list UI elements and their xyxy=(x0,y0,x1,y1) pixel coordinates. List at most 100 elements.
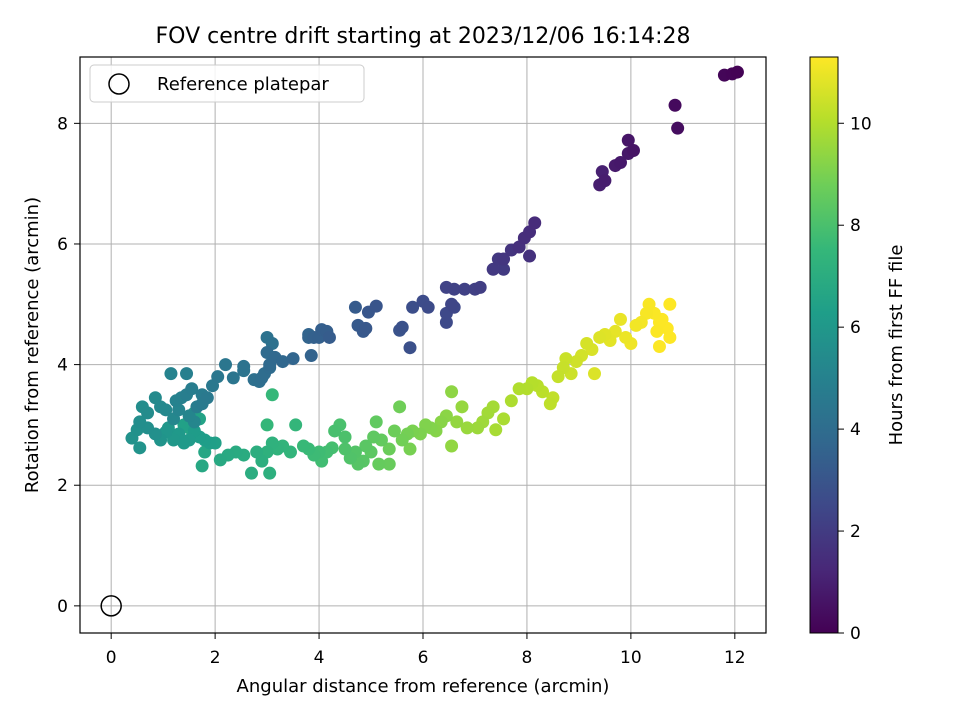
x-axis-label: Angular distance from reference (arcmin) xyxy=(237,676,610,697)
x-tick-label: 0 xyxy=(106,648,117,668)
scatter-point xyxy=(613,156,627,170)
scatter-point xyxy=(403,341,417,355)
reference-platepar-point xyxy=(100,595,122,617)
scatter-point xyxy=(445,439,459,453)
colorbar-label: Hours from first FF file xyxy=(886,245,907,446)
y-tick-label: 6 xyxy=(57,235,68,255)
scatter-point xyxy=(668,98,682,112)
scatter-point xyxy=(650,324,664,338)
scatter-point xyxy=(359,439,373,453)
scatter-point xyxy=(445,385,459,399)
scatter-point xyxy=(372,457,386,471)
scatter-point xyxy=(593,330,607,344)
reference-platepar-group xyxy=(100,595,122,617)
legend-reference-marker xyxy=(108,73,130,95)
scatter-point xyxy=(613,312,627,326)
legend-box xyxy=(89,64,365,103)
x-axis-ticks: 0 2 4 6 8 10 12 xyxy=(106,633,746,668)
colorbar-tick-label: 6 xyxy=(850,318,861,338)
x-tick-label: 12 xyxy=(724,648,746,668)
scatter-point xyxy=(245,466,258,480)
scatter-point xyxy=(512,382,526,396)
scatter-point xyxy=(338,442,352,456)
scatter-point xyxy=(322,330,336,344)
scatter-point xyxy=(250,445,264,459)
scatter-point xyxy=(133,441,147,455)
scatter-point xyxy=(164,367,178,381)
scatter-point xyxy=(543,397,557,411)
colorbar-tick-label: 10 xyxy=(850,114,872,134)
scatter-point xyxy=(663,297,677,311)
scatter-point xyxy=(296,439,310,453)
colorbar-tick-label: 2 xyxy=(850,522,861,542)
x-tick-label: 6 xyxy=(418,648,429,668)
scatter-point xyxy=(497,412,511,426)
scatter-point xyxy=(289,418,303,432)
scatter-point xyxy=(504,394,518,408)
legend-label: Reference platepar xyxy=(157,74,329,95)
scatter-point xyxy=(497,252,511,266)
scatter-point xyxy=(260,418,274,432)
y-tick-label: 0 xyxy=(57,597,68,617)
scatter-point xyxy=(621,133,635,147)
scatter-point xyxy=(133,415,147,429)
scatter-point xyxy=(403,442,417,456)
colorbar: 0 2 4 6 8 10 Hours from first FF file xyxy=(809,56,907,644)
scatter-point xyxy=(387,424,401,438)
scatter-point xyxy=(626,143,640,157)
scatter-point xyxy=(265,388,279,402)
scatter-point xyxy=(185,382,199,396)
scatter-point xyxy=(523,249,537,263)
scatter-point xyxy=(263,466,277,480)
scatter-point xyxy=(663,330,677,344)
scatter-point xyxy=(304,349,318,363)
chart-title: FOV centre drift starting at 2023/12/06 … xyxy=(156,24,691,49)
scatter-point xyxy=(486,262,500,276)
scatter-point xyxy=(406,300,420,314)
scatter-point xyxy=(276,355,290,369)
colorbar-tick-label: 8 xyxy=(850,216,861,236)
x-tick-label: 10 xyxy=(620,648,642,668)
scatter-point xyxy=(458,282,472,296)
scatter-point xyxy=(382,457,396,471)
scatter-point xyxy=(551,370,565,384)
scatter-point xyxy=(445,297,459,311)
scatter-point xyxy=(489,423,503,437)
scatter-point xyxy=(382,442,396,456)
scatter-point xyxy=(359,321,373,335)
scatter-point xyxy=(588,367,601,381)
y-axis-label: Rotation from reference (arcmin) xyxy=(22,197,43,493)
scatter-point xyxy=(395,433,409,447)
legend: Reference platepar xyxy=(89,64,365,103)
scatter-point xyxy=(141,406,155,420)
scatter-point xyxy=(598,174,612,188)
scatter-point xyxy=(395,320,409,334)
x-tick-label: 8 xyxy=(522,648,533,668)
scatter-point xyxy=(439,315,453,329)
x-tick-label: 2 xyxy=(210,648,221,668)
scatter-point xyxy=(455,400,469,414)
scatter-point xyxy=(629,318,643,332)
scatter-point xyxy=(393,400,407,414)
scatter-point xyxy=(195,459,209,473)
scatter-point xyxy=(671,121,685,135)
scatter-point xyxy=(730,65,744,79)
scatter-point xyxy=(580,336,594,350)
scatter-point xyxy=(369,299,383,313)
scatter-point xyxy=(471,421,485,435)
scatter-point xyxy=(421,300,435,314)
y-tick-label: 8 xyxy=(57,114,68,134)
y-tick-label: 4 xyxy=(57,356,68,376)
scatter-point xyxy=(447,282,461,296)
scatter-point xyxy=(286,352,300,366)
scatter-point xyxy=(213,453,227,467)
scatter-point xyxy=(497,262,511,276)
scatter-point xyxy=(473,280,487,294)
scatter-point xyxy=(200,391,214,405)
scatter-point xyxy=(652,340,666,354)
scatter-point xyxy=(367,430,381,444)
scatter-point xyxy=(338,430,352,444)
scatter-point xyxy=(182,409,196,423)
scatter-point xyxy=(328,424,342,438)
